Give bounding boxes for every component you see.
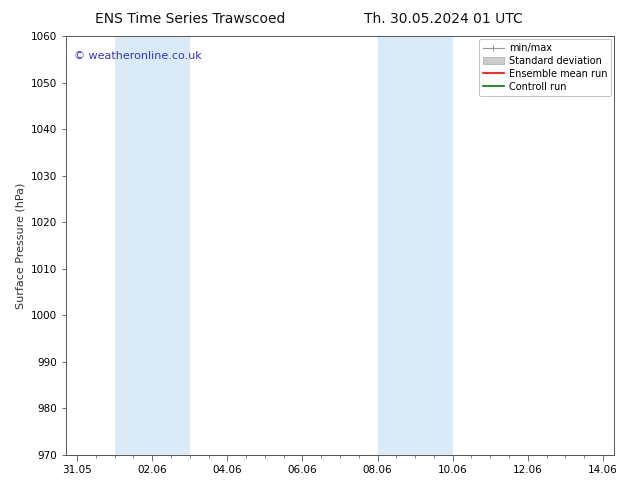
- Text: ENS Time Series Trawscoed: ENS Time Series Trawscoed: [95, 12, 285, 26]
- Bar: [378, 36, 453, 455]
- Y-axis label: Surface Pressure (hPa): Surface Pressure (hPa): [15, 182, 25, 309]
- Text: Th. 30.05.2024 01 UTC: Th. 30.05.2024 01 UTC: [365, 12, 523, 26]
- Text: © weatheronline.co.uk: © weatheronline.co.uk: [74, 51, 202, 61]
- Bar: [115, 36, 190, 455]
- Legend: min/max, Standard deviation, Ensemble mean run, Controll run: min/max, Standard deviation, Ensemble me…: [479, 39, 611, 96]
